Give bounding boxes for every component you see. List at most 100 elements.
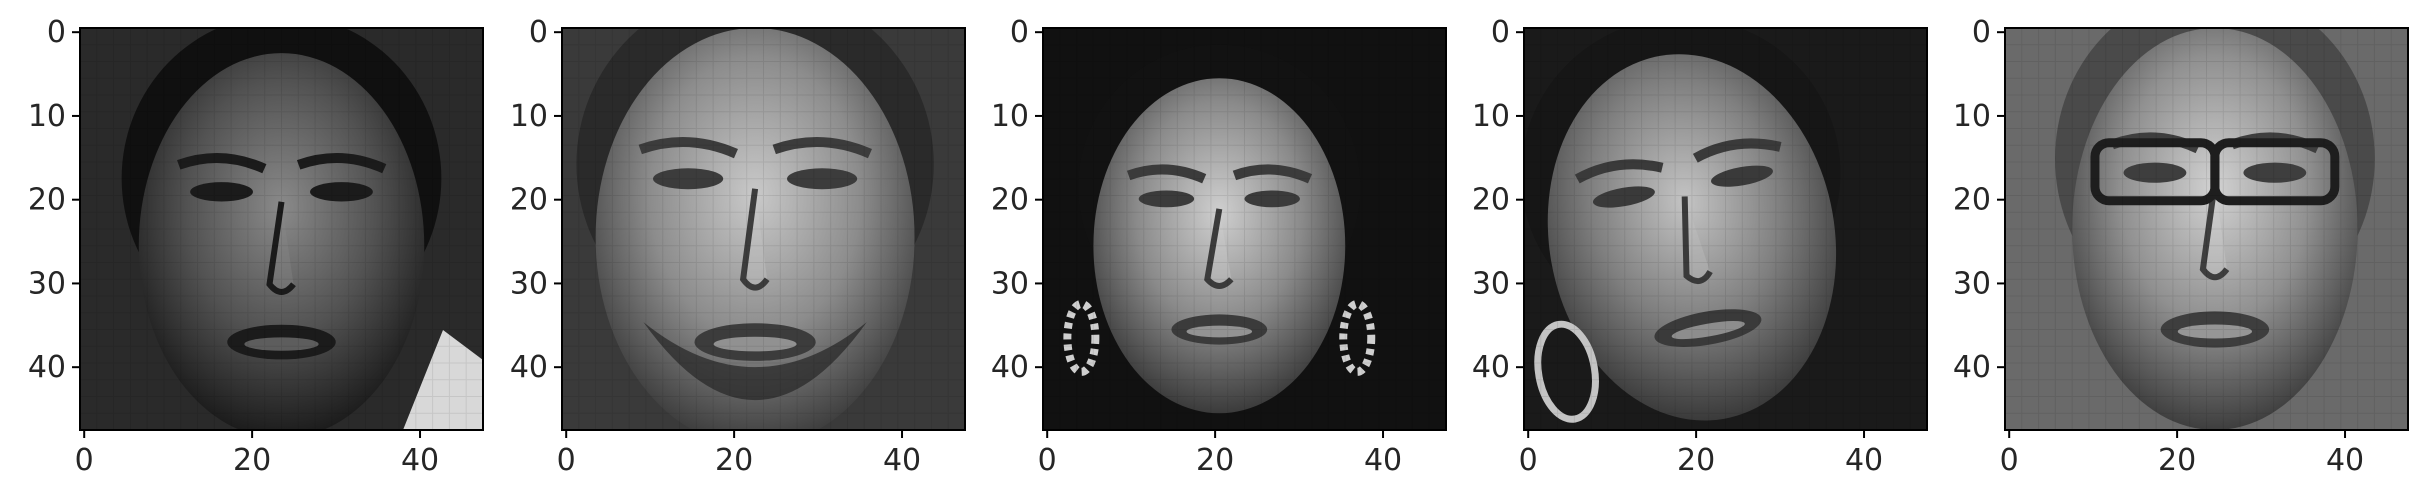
axes-frame — [79, 27, 484, 431]
x-tick-label: 20 — [2158, 443, 2196, 478]
eyebrow-shape — [296, 153, 387, 174]
eye-shape — [1138, 190, 1195, 208]
x-tick-label: 40 — [401, 443, 439, 478]
pixel-texture — [1524, 28, 1927, 430]
y-tick-label: 40 — [1472, 350, 1510, 385]
pixel-texture — [1043, 28, 1446, 430]
y-tick-label: 30 — [1953, 266, 1991, 301]
eye-shape — [1711, 165, 1773, 187]
y-tick-label: 0 — [47, 15, 66, 50]
y-tick-label: 30 — [991, 266, 1029, 301]
eye-shape — [1592, 186, 1655, 208]
axes-frame — [1523, 27, 1928, 431]
panels: 0 20 40 0 10 20 30 40 0 20 40 0 10 20 30 40 0 20 40 0 10 20 30… — [28, 15, 2409, 478]
y-tick-label: 30 — [28, 266, 66, 301]
eyebrow-shape — [1126, 164, 1207, 184]
y-tick-label: 0 — [1010, 15, 1029, 50]
x-tick-label: 20 — [1196, 443, 1234, 478]
y-tick-label: 30 — [510, 266, 548, 301]
eyebrow-shape — [772, 136, 872, 159]
earring-shape — [1063, 299, 1100, 376]
axes-frame — [1042, 27, 1447, 431]
teeth-shape — [2177, 324, 2253, 339]
face-image — [2005, 28, 2408, 430]
y-tick-label: 10 — [991, 99, 1029, 134]
x-tick-label: 0 — [2000, 443, 2019, 478]
face-shape — [1093, 78, 1346, 414]
x-tick-label: 20 — [233, 443, 271, 478]
eye-shape — [190, 182, 253, 202]
y-tick-label: 20 — [1472, 183, 1510, 218]
y-tick-label: 10 — [1953, 99, 1991, 134]
eye-shape — [310, 182, 373, 202]
x-tick-label: 40 — [2326, 443, 2364, 478]
earring-shape — [1339, 299, 1376, 376]
x-tick-label: 20 — [715, 443, 753, 478]
y-tick-label: 40 — [1953, 350, 1991, 385]
teeth-shape — [1186, 325, 1253, 338]
y-tick-label: 20 — [991, 183, 1029, 218]
image-panel: 0 20 40 0 10 20 30 40 — [28, 15, 484, 478]
y-tick-label: 30 — [1472, 266, 1510, 301]
nose-shape — [1204, 208, 1234, 289]
teeth-shape — [244, 337, 319, 351]
x-tick-label: 40 — [1845, 443, 1883, 478]
pixel-texture — [562, 28, 965, 430]
y-tick-label: 10 — [28, 99, 66, 134]
x-tick-label: 40 — [883, 443, 921, 478]
face-image — [1524, 28, 1927, 430]
face-image — [1043, 28, 1446, 430]
axes-frame — [2004, 27, 2409, 431]
x-tick-label: 0 — [1038, 443, 1057, 478]
pixel-texture — [80, 28, 483, 430]
face-shape — [138, 53, 425, 430]
axes-frame — [561, 27, 966, 431]
image-panel: 0 20 40 0 10 20 30 40 — [1472, 15, 1928, 478]
y-tick-label: 0 — [529, 15, 548, 50]
x-tick-label: 0 — [557, 443, 576, 478]
face-image — [562, 28, 965, 430]
image-panel: 0 20 40 0 10 20 30 40 — [1953, 15, 2409, 478]
eyebrow-shape — [1692, 138, 1782, 163]
nose-shape — [739, 188, 770, 291]
y-tick-label: 40 — [510, 350, 548, 385]
eye-shape — [2123, 162, 2187, 183]
nose-shape — [1681, 196, 1713, 284]
eyebrow-shape — [177, 153, 267, 174]
face-shape — [2072, 28, 2358, 430]
x-tick-label: 40 — [1364, 443, 1402, 478]
glasses-lens — [2210, 138, 2340, 206]
eye-shape — [787, 168, 858, 190]
x-tick-label: 0 — [1519, 443, 1538, 478]
nose-shape — [266, 201, 296, 295]
nose-shape — [2199, 182, 2230, 281]
image-panel: 0 20 40 0 10 20 30 40 — [510, 15, 966, 478]
eye-shape — [1244, 190, 1300, 208]
y-tick-label: 10 — [510, 99, 548, 134]
eyebrow-shape — [638, 136, 738, 159]
face-image — [80, 28, 483, 430]
y-tick-label: 10 — [1472, 99, 1510, 134]
y-tick-label: 20 — [28, 183, 66, 218]
teeth-shape — [713, 336, 797, 352]
eye-shape — [653, 168, 724, 190]
face-shape — [595, 28, 915, 430]
y-tick-label: 0 — [1491, 15, 1510, 50]
bright-patch — [403, 330, 483, 430]
x-tick-label: 0 — [75, 443, 94, 478]
y-tick-label: 40 — [991, 350, 1029, 385]
image-panel: 0 20 40 0 10 20 30 40 — [991, 15, 1447, 478]
y-tick-label: 20 — [510, 183, 548, 218]
y-tick-label: 0 — [1972, 15, 1991, 50]
earring-shape — [1534, 320, 1599, 423]
teeth-shape — [1671, 321, 1745, 340]
y-tick-label: 40 — [28, 350, 66, 385]
eyebrow-shape — [1232, 164, 1313, 184]
beard-shape — [643, 322, 867, 401]
y-tick-label: 20 — [1953, 183, 1991, 218]
x-tick-label: 20 — [1677, 443, 1715, 478]
eyebrow-shape — [1574, 159, 1664, 184]
pixel-texture — [2005, 28, 2408, 430]
eye-shape — [2243, 162, 2307, 183]
